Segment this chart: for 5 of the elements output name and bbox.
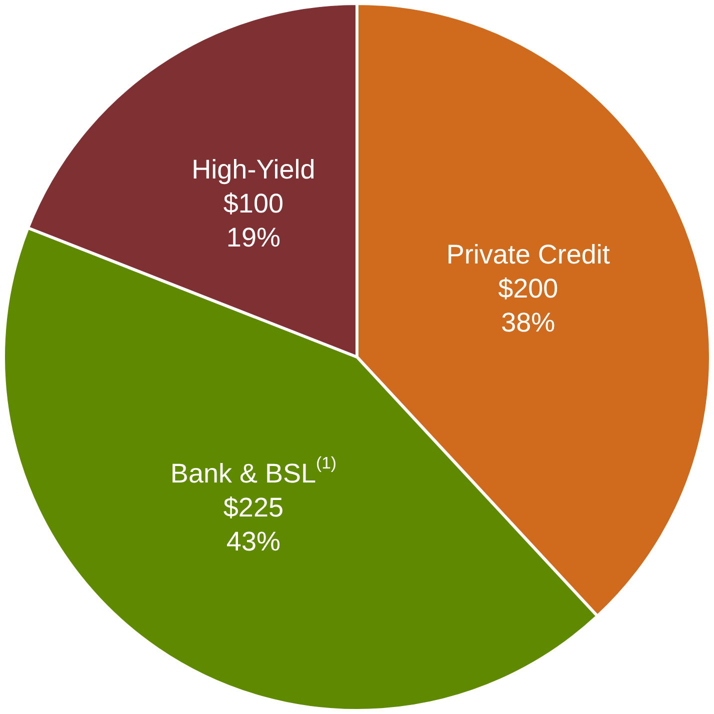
data-label: $200 38% xyxy=(498,273,558,338)
slice-label: Private Credit xyxy=(446,239,610,270)
data-label: $100 19% xyxy=(223,188,284,253)
slice-label: High-Yield xyxy=(192,154,316,185)
data-label: $225 43% xyxy=(223,492,284,556)
